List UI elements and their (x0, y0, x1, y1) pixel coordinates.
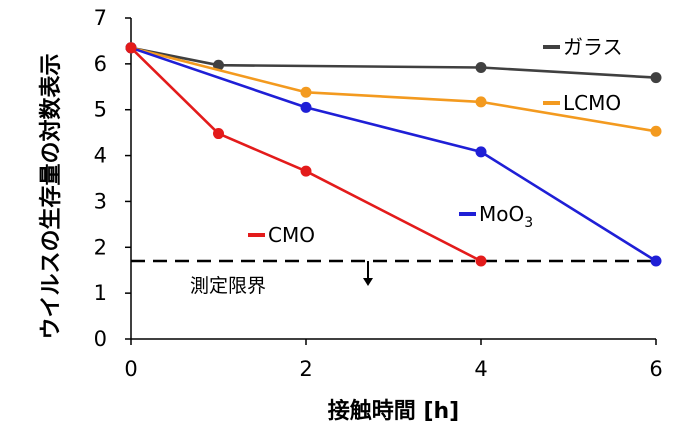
y-tick-label: 5 (94, 98, 107, 122)
data-point (213, 59, 224, 71)
legend-label-text: MoO (479, 202, 524, 226)
data-point (475, 146, 487, 158)
x-tick-label: 4 (474, 357, 487, 381)
legend: ガラス LCMO MoO3 CMO (248, 35, 623, 247)
legend-label: LCMO (563, 91, 621, 115)
legend-label: MoO3 (479, 202, 533, 231)
data-point (475, 96, 487, 108)
y-tick-label: 1 (94, 281, 107, 305)
data-point (475, 255, 487, 267)
y-tick-label: 0 (94, 327, 107, 351)
detection-limit-arrow-head (363, 278, 373, 287)
detection-limit: 測定限界 (131, 259, 656, 297)
data-point (650, 255, 662, 267)
data-point (300, 101, 312, 113)
legend-label-subscript: 3 (524, 215, 533, 231)
x-tick-label: 0 (124, 357, 137, 381)
y-tick-label: 4 (94, 144, 107, 168)
legend-entry-3: CMO (248, 223, 315, 247)
data-point (300, 86, 312, 98)
data-point (650, 72, 662, 84)
legend-label-text: LCMO (563, 91, 621, 115)
data-point (125, 42, 137, 54)
series-line (130, 46, 657, 79)
series-line (130, 46, 657, 263)
series-3 (125, 42, 487, 267)
y-tick-label: 2 (94, 235, 107, 259)
data-point (213, 128, 224, 140)
legend-entry-2: MoO3 (459, 202, 533, 231)
y-tick-label: 3 (94, 189, 107, 213)
x-tick-label: 2 (299, 357, 312, 381)
data-point (475, 62, 487, 74)
series-line (130, 46, 482, 263)
legend-label-text: CMO (268, 223, 315, 247)
legend-entry-0: ガラス (543, 35, 623, 59)
series (125, 42, 662, 267)
y-tick-label: 7 (94, 6, 107, 30)
series-line (130, 46, 657, 133)
legend-label-text: ガラス (563, 35, 623, 59)
y-ticks: 0 1 2 3 4 5 6 7 (94, 6, 131, 351)
legend-label: CMO (268, 223, 315, 247)
y-axis-label: ウイルスの生存量の対数表示 (38, 53, 64, 339)
legend-entry-1: LCMO (543, 91, 621, 115)
x-axis-label: 接触時間 [h] (328, 398, 459, 424)
y-tick-label: 6 (94, 52, 107, 76)
x-tick-label: 6 (649, 357, 662, 381)
detection-limit-label: 測定限界 (190, 275, 266, 297)
x-ticks: 0 2 4 6 (124, 339, 663, 381)
data-point (300, 165, 312, 177)
series-2 (125, 42, 662, 267)
legend-label: ガラス (563, 35, 623, 59)
axes (130, 18, 656, 340)
data-point (650, 125, 662, 137)
